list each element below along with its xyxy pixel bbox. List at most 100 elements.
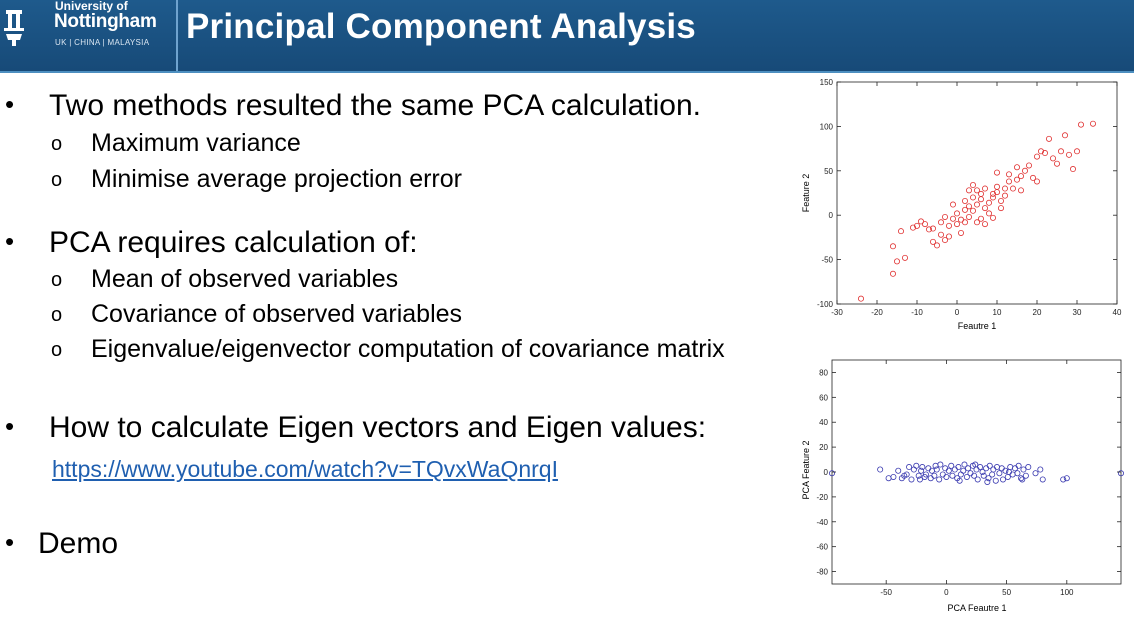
data-point [949, 472, 956, 479]
data-point [1045, 135, 1052, 142]
data-point [1089, 120, 1096, 127]
data-point [1002, 467, 1009, 474]
data-point [933, 242, 940, 249]
data-point [932, 462, 939, 469]
data-point [1073, 148, 1080, 155]
y-tick-label: 0 [824, 468, 829, 477]
point-1-text: Two methods resulted the same PCA calcul… [49, 89, 702, 122]
data-point [902, 254, 909, 261]
data-point [997, 205, 1004, 212]
data-point [949, 201, 956, 208]
data-point [981, 221, 988, 228]
data-point [961, 461, 968, 468]
data-point [957, 229, 964, 236]
x-tick-label: -30 [831, 308, 843, 317]
x-tick-label: -50 [880, 588, 892, 597]
y-tick-label: 20 [819, 443, 828, 452]
data-point [1013, 176, 1020, 183]
data-point [1039, 476, 1046, 483]
data-point [858, 295, 865, 302]
data-point [1061, 132, 1068, 139]
y-tick-label: 40 [819, 418, 828, 427]
data-point [925, 226, 932, 233]
university-of-label: University of [55, 0, 128, 13]
data-point [963, 473, 970, 480]
data-point [1009, 471, 1016, 478]
data-point [989, 214, 996, 221]
data-point [1004, 473, 1011, 480]
x-tick-label: 50 [1002, 588, 1011, 597]
data-point [1117, 470, 1124, 477]
data-point [1057, 148, 1064, 155]
youtube-link[interactable]: https://www.youtube.com/watch?v=TQvxWaQn… [52, 456, 558, 482]
data-point [1053, 160, 1060, 167]
data-point [943, 473, 950, 480]
university-logo: University of Nottingham UK | CHINA | MA… [0, 0, 178, 71]
data-point [981, 205, 988, 212]
data-point [971, 472, 978, 479]
data-point [953, 221, 960, 228]
data-point [979, 469, 986, 476]
data-point [965, 213, 972, 220]
data-point [1001, 192, 1008, 199]
data-point [877, 466, 884, 473]
x-tick-label: 40 [1113, 308, 1122, 317]
sub-bullet: o [51, 339, 63, 361]
slide-title: Principal Component Analysis [186, 7, 696, 46]
data-point [916, 476, 923, 483]
x-tick-label: 100 [1060, 588, 1074, 597]
data-point [960, 467, 967, 474]
data-point [969, 194, 976, 201]
data-point [937, 231, 944, 238]
data-point [913, 462, 920, 469]
y-tick-label: -20 [816, 493, 828, 502]
data-point [990, 466, 997, 473]
data-point [977, 215, 984, 222]
data-point [957, 471, 964, 478]
y-tick-label: 60 [819, 393, 828, 402]
data-point [929, 238, 936, 245]
data-point [922, 221, 929, 228]
data-point [1012, 465, 1019, 472]
data-point [918, 467, 925, 474]
point-1-sub-1: Maximum variance [91, 129, 301, 157]
data-point [1009, 185, 1016, 192]
data-point [1029, 174, 1036, 181]
data-point [910, 224, 917, 231]
data-point [945, 467, 952, 474]
data-point [898, 228, 905, 235]
data-point [914, 222, 921, 229]
point-2-sub-2: Covariance of observed variables [91, 300, 463, 328]
data-point [1060, 476, 1067, 483]
data-point [948, 462, 955, 469]
data-point [929, 225, 936, 232]
data-point [1017, 187, 1024, 194]
y-tick-label: -40 [816, 518, 828, 527]
pca-scatter-plot: -50 0 50 100 -80 -60 -40 -20 0 20 40 60 80 PCA Feaut… [801, 359, 1124, 613]
data-point [985, 475, 992, 482]
data-point [999, 476, 1006, 483]
sub-bullet: o [51, 169, 63, 191]
data-point [967, 470, 974, 477]
bullet-dot: • [5, 89, 15, 119]
data-point [996, 470, 1003, 477]
x-tick-label: 30 [1073, 308, 1082, 317]
data-point [965, 465, 972, 472]
data-point [974, 476, 981, 483]
data-point [973, 187, 980, 194]
data-point [984, 478, 991, 485]
data-point [945, 233, 952, 240]
point-2-sub-1: Mean of observed variables [91, 265, 399, 293]
data-point [1077, 121, 1084, 128]
data-point [931, 472, 938, 479]
y-tick-label: 80 [819, 368, 828, 377]
crest-icon [4, 10, 24, 46]
data-point [969, 207, 976, 214]
x-tick-label: 10 [993, 308, 1002, 317]
data-point [928, 467, 935, 474]
data-point [986, 462, 993, 469]
point-4-text: Demo [38, 527, 119, 560]
x-tick-label: -20 [871, 308, 883, 317]
data-point [973, 466, 980, 473]
data-point [985, 199, 992, 206]
